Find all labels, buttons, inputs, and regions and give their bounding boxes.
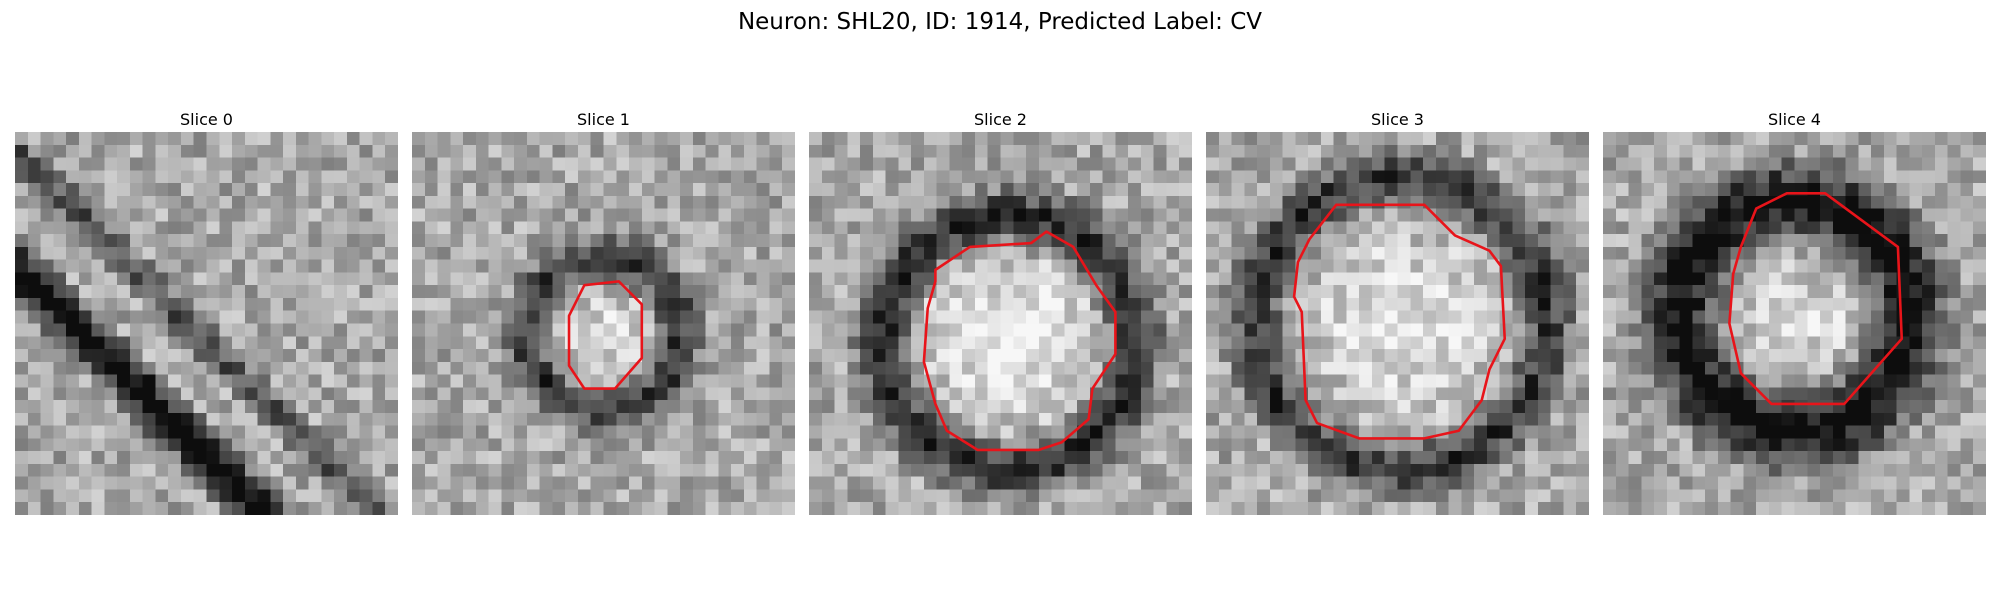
slice-title: Slice 0 bbox=[180, 110, 233, 129]
slice-panel-2: Slice 2 bbox=[809, 108, 1192, 515]
slice-image bbox=[1206, 132, 1589, 515]
roi-contour bbox=[924, 232, 1116, 450]
slice-image bbox=[412, 132, 795, 515]
slice-panel-0: Slice 0 bbox=[15, 108, 398, 515]
slice-title: Slice 4 bbox=[1768, 110, 1821, 129]
image-pixels bbox=[15, 132, 398, 515]
slice-title: Slice 1 bbox=[577, 110, 630, 129]
slice-panel-3: Slice 3 bbox=[1206, 108, 1589, 515]
slice-panel-4: Slice 4 bbox=[1603, 108, 1986, 515]
image-pixels bbox=[809, 132, 1192, 515]
image-pixels bbox=[1603, 132, 1986, 515]
slice-image bbox=[809, 132, 1192, 515]
slice-image bbox=[1603, 132, 1986, 515]
slice-title: Slice 3 bbox=[1371, 110, 1424, 129]
image-pixels bbox=[1206, 132, 1589, 515]
roi-contour bbox=[1729, 193, 1901, 404]
slice-panel-1: Slice 1 bbox=[412, 108, 795, 515]
figure-title: Neuron: SHL20, ID: 1914, Predicted Label… bbox=[737, 9, 1263, 35]
slice-title: Slice 2 bbox=[974, 110, 1027, 129]
slice-image bbox=[15, 132, 398, 515]
roi-contour bbox=[1294, 205, 1505, 439]
image-pixels bbox=[412, 132, 795, 515]
roi-contour bbox=[569, 281, 642, 388]
